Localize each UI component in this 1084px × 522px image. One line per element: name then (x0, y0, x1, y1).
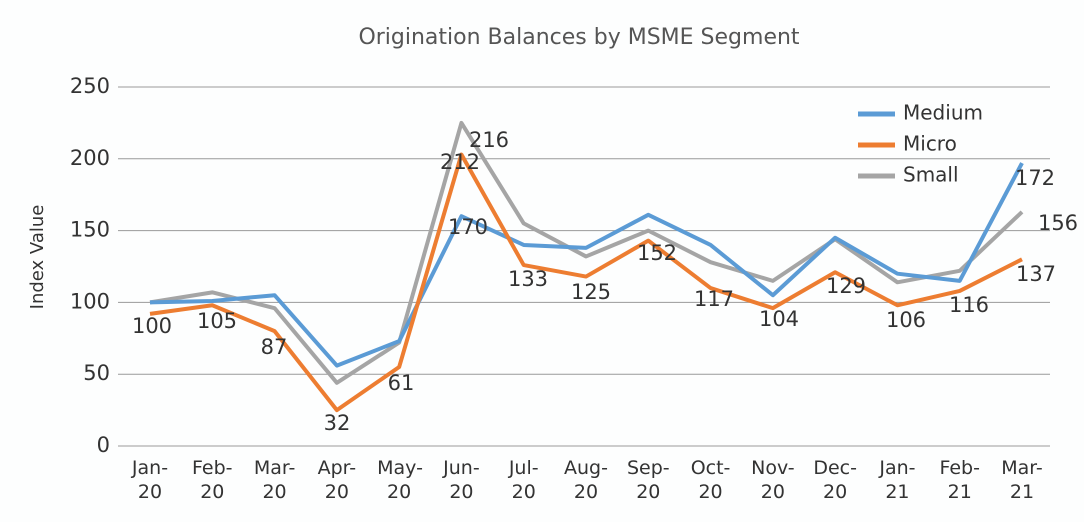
data-annotation: 152 (637, 241, 677, 265)
data-annotation: 212 (440, 150, 480, 174)
x-tick-label: May-20 (377, 457, 423, 503)
data-annotation: 125 (571, 280, 611, 304)
x-tick-label: Feb-20 (192, 457, 233, 503)
data-annotation: 216 (469, 128, 509, 152)
x-tick-label: Jul-20 (508, 457, 539, 503)
x-tick-label: Sep-20 (626, 457, 670, 503)
x-tick-label: Apr-20 (317, 457, 357, 503)
y-tick-label: 0 (97, 433, 110, 457)
data-annotation: 133 (508, 267, 548, 291)
x-tick-label: Aug-20 (564, 457, 608, 503)
chart-title: Origination Balances by MSME Segment (358, 25, 799, 50)
data-annotation: 61 (388, 371, 415, 395)
series-line (149, 162, 1024, 368)
data-annotation: 172 (1015, 166, 1055, 190)
x-tick-label: Jan-21 (879, 457, 916, 503)
y-axis-title: Index Value (27, 205, 48, 310)
data-annotation: 116 (949, 293, 989, 317)
x-tick-label: Dec-20 (813, 457, 857, 503)
y-tick-label: 200 (70, 146, 110, 170)
legend-label: Small (903, 163, 959, 187)
x-tick-label: Mar-20 (253, 457, 296, 503)
x-tick-label: Mar-21 (1001, 457, 1043, 503)
data-annotation: 100 (132, 314, 172, 338)
data-annotation: 87 (261, 335, 288, 359)
data-annotation: 104 (759, 307, 799, 331)
y-tick-label: 150 (70, 218, 110, 242)
data-annotation: 156 (1038, 211, 1078, 235)
x-tick-label: Jan-20 (131, 457, 169, 503)
series-line (149, 120, 1024, 385)
x-tick-label: Oct-20 (690, 457, 731, 503)
x-tick-label: Nov-20 (751, 457, 795, 503)
data-annotation: 137 (1016, 262, 1056, 286)
legend-label: Micro (903, 132, 957, 156)
data-annotation: 106 (886, 308, 926, 332)
legend-label: Medium (903, 101, 983, 125)
series-line (149, 152, 1023, 413)
data-annotation: 32 (324, 411, 351, 435)
x-tick-label: Jun-20 (443, 457, 480, 503)
y-tick-label: 50 (83, 361, 110, 385)
data-annotation: 129 (826, 274, 866, 298)
data-annotation: 170 (448, 215, 488, 239)
y-tick-label: 100 (70, 289, 110, 313)
data-annotation: 117 (694, 287, 734, 311)
x-tick-label: Feb-21 (939, 457, 980, 503)
y-tick-label: 250 (70, 74, 110, 98)
data-annotation: 105 (197, 309, 237, 333)
